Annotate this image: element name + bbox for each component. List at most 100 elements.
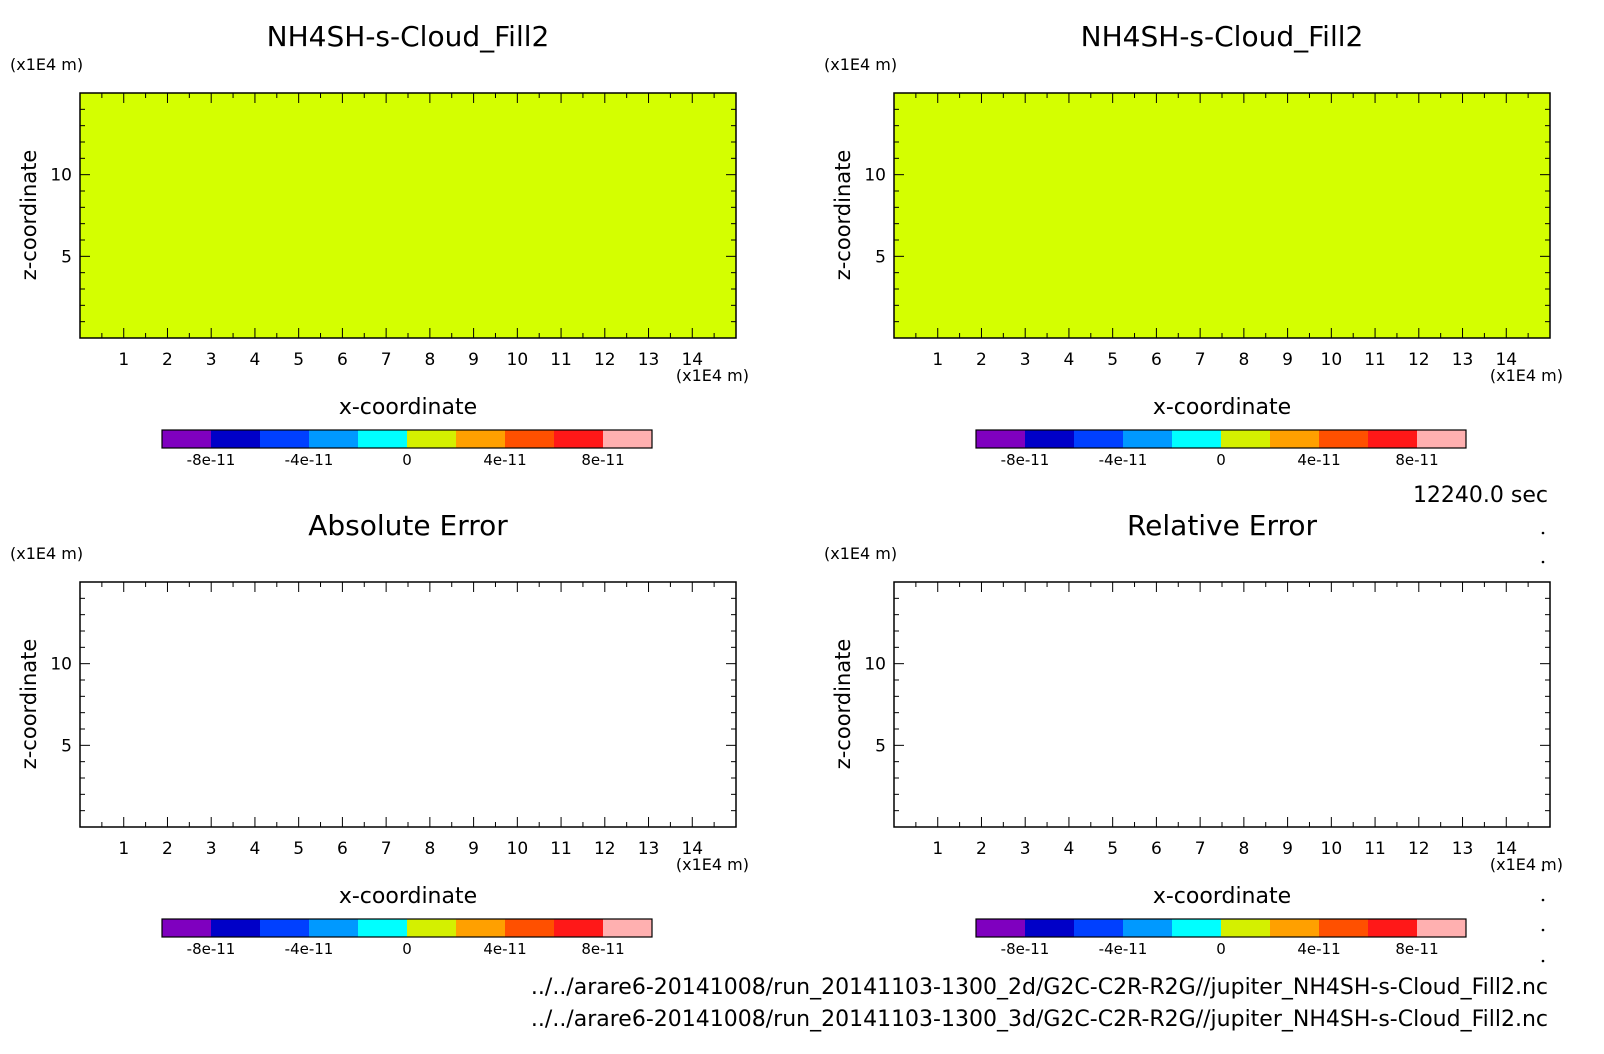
x-tick-label: 3 [206, 839, 217, 859]
time-label: 12240.0 sec [1413, 483, 1548, 508]
colorbar-segment [456, 430, 506, 448]
colorbar-segment [260, 430, 310, 448]
colorbar-label: 4e-11 [1297, 940, 1340, 958]
colorbar-segment [309, 430, 359, 448]
colorbar-label: 8e-11 [581, 451, 624, 469]
x-tick-label: 5 [293, 839, 304, 859]
x-axis-label: x-coordinate [339, 884, 477, 909]
colorbar-segment [162, 919, 212, 937]
y-axis-label: z-coordinate [831, 639, 855, 770]
colorbar-segment [505, 430, 555, 448]
x-tick-label: 11 [1364, 350, 1386, 370]
colorbar-segment [1123, 430, 1173, 448]
x-tick-label: 8 [424, 350, 435, 370]
heatmap-field [79, 92, 737, 339]
colorbar-segment [1025, 919, 1075, 937]
colorbar-segment [603, 919, 653, 937]
x-tick-label: 5 [1107, 350, 1118, 370]
x-tick-label: 14 [1495, 839, 1517, 859]
colorbar-segment [554, 430, 604, 448]
colorbar-label: -4e-11 [1099, 940, 1148, 958]
chart-title: NH4SH-s-Cloud_Fill2 [1081, 20, 1364, 53]
colorbar-label: 4e-11 [1297, 451, 1340, 469]
colorbar-label: 0 [1216, 940, 1226, 958]
x-tick-label: 11 [550, 350, 572, 370]
colorbar-segment [603, 430, 653, 448]
x-tick-label: 1 [118, 350, 129, 370]
x-tick-label: 13 [638, 839, 660, 859]
colorbar-segment [456, 919, 506, 937]
colorbar-segment [1074, 430, 1124, 448]
x-tick-label: 5 [1107, 839, 1118, 859]
x-tick-label: 3 [206, 350, 217, 370]
colorbar-segment [260, 919, 310, 937]
colorbar-segment [211, 919, 261, 937]
x-tick-label: 11 [550, 839, 572, 859]
file-path-2d: ../../arare6-20141008/run_20141103-1300_… [531, 975, 1548, 1000]
x-tick-label: 8 [424, 839, 435, 859]
x-tick-label: 5 [293, 350, 304, 370]
y-axis-label: z-coordinate [17, 150, 41, 281]
colorbar-segment [1172, 919, 1222, 937]
x-unit-label: (x1E4 m) [1490, 855, 1563, 874]
x-tick-label: 10 [507, 839, 529, 859]
x-tick-label: 12 [1408, 839, 1430, 859]
x-tick-label: 11 [1364, 839, 1386, 859]
x-unit-label: (x1E4 m) [676, 855, 749, 874]
x-tick-label: 4 [1064, 839, 1075, 859]
x-tick-label: 12 [1408, 350, 1430, 370]
y-tick-label: 10 [864, 166, 886, 186]
colorbar-segment [1319, 430, 1369, 448]
colorbar-segment [1221, 430, 1271, 448]
x-axis-label: x-coordinate [1153, 884, 1291, 909]
colorbar-label: 0 [402, 940, 412, 958]
y-tick-label: 5 [875, 247, 886, 267]
colorbar-label: -8e-11 [187, 451, 236, 469]
chart-title: Relative Error [1127, 509, 1318, 542]
colorbar-segment [407, 919, 457, 937]
y-unit-label: (x1E4 m) [10, 544, 83, 563]
x-tick-label: 6 [337, 350, 348, 370]
x-tick-label: 7 [1195, 839, 1206, 859]
colorbar-label: -8e-11 [1001, 451, 1050, 469]
colorbar-frame [975, 429, 1467, 449]
colorbar-label: 8e-11 [1395, 940, 1438, 958]
x-tick-label: 14 [1495, 350, 1517, 370]
colorbar-label: 8e-11 [581, 940, 624, 958]
colorbar-label: 8e-11 [1395, 451, 1438, 469]
colorbar: -8e-11 -4e-11 0 4e-11 8e-11 [975, 429, 1467, 469]
colorbar: -8e-11 -4e-11 0 4e-11 8e-11 [975, 918, 1467, 958]
x-tick-label: 4 [1064, 350, 1075, 370]
chart-panel-4: Relative Error(x1E4 m)1 2 3 4 5 6 7 8 9 10 11 12 13 1… [824, 509, 1563, 958]
colorbar-segment [1270, 430, 1320, 448]
colorbar-segment [1074, 919, 1124, 937]
colorbar: -8e-11 -4e-11 0 4e-11 8e-11 [161, 918, 653, 958]
colorbar-label: 0 [1216, 451, 1226, 469]
colorbar-frame [161, 918, 653, 938]
x-tick-label: 4 [250, 839, 261, 859]
colorbar-segment [976, 919, 1026, 937]
x-tick-label: 6 [1151, 350, 1162, 370]
y-tick-label: 5 [61, 736, 72, 756]
x-unit-label: (x1E4 m) [676, 366, 749, 385]
colorbar-segment [1172, 430, 1222, 448]
x-tick-label: 13 [638, 350, 660, 370]
x-tick-label: 9 [468, 350, 479, 370]
colorbar-label: -4e-11 [1099, 451, 1148, 469]
colorbar-segment [1417, 430, 1467, 448]
heatmap-field [79, 581, 737, 828]
colorbar-label: -8e-11 [187, 940, 236, 958]
x-tick-label: 1 [932, 350, 943, 370]
x-tick-label: 12 [594, 839, 616, 859]
colorbar-segment [358, 430, 408, 448]
x-tick-label: 6 [337, 839, 348, 859]
colorbar-segment [1025, 430, 1075, 448]
x-tick-label: 7 [1195, 350, 1206, 370]
colorbar-segment [1417, 919, 1467, 937]
x-tick-label: 13 [1452, 839, 1474, 859]
x-tick-label: 9 [468, 839, 479, 859]
y-tick-label: 5 [875, 736, 886, 756]
colorbar-label: -4e-11 [285, 940, 334, 958]
x-tick-label: 8 [1238, 350, 1249, 370]
